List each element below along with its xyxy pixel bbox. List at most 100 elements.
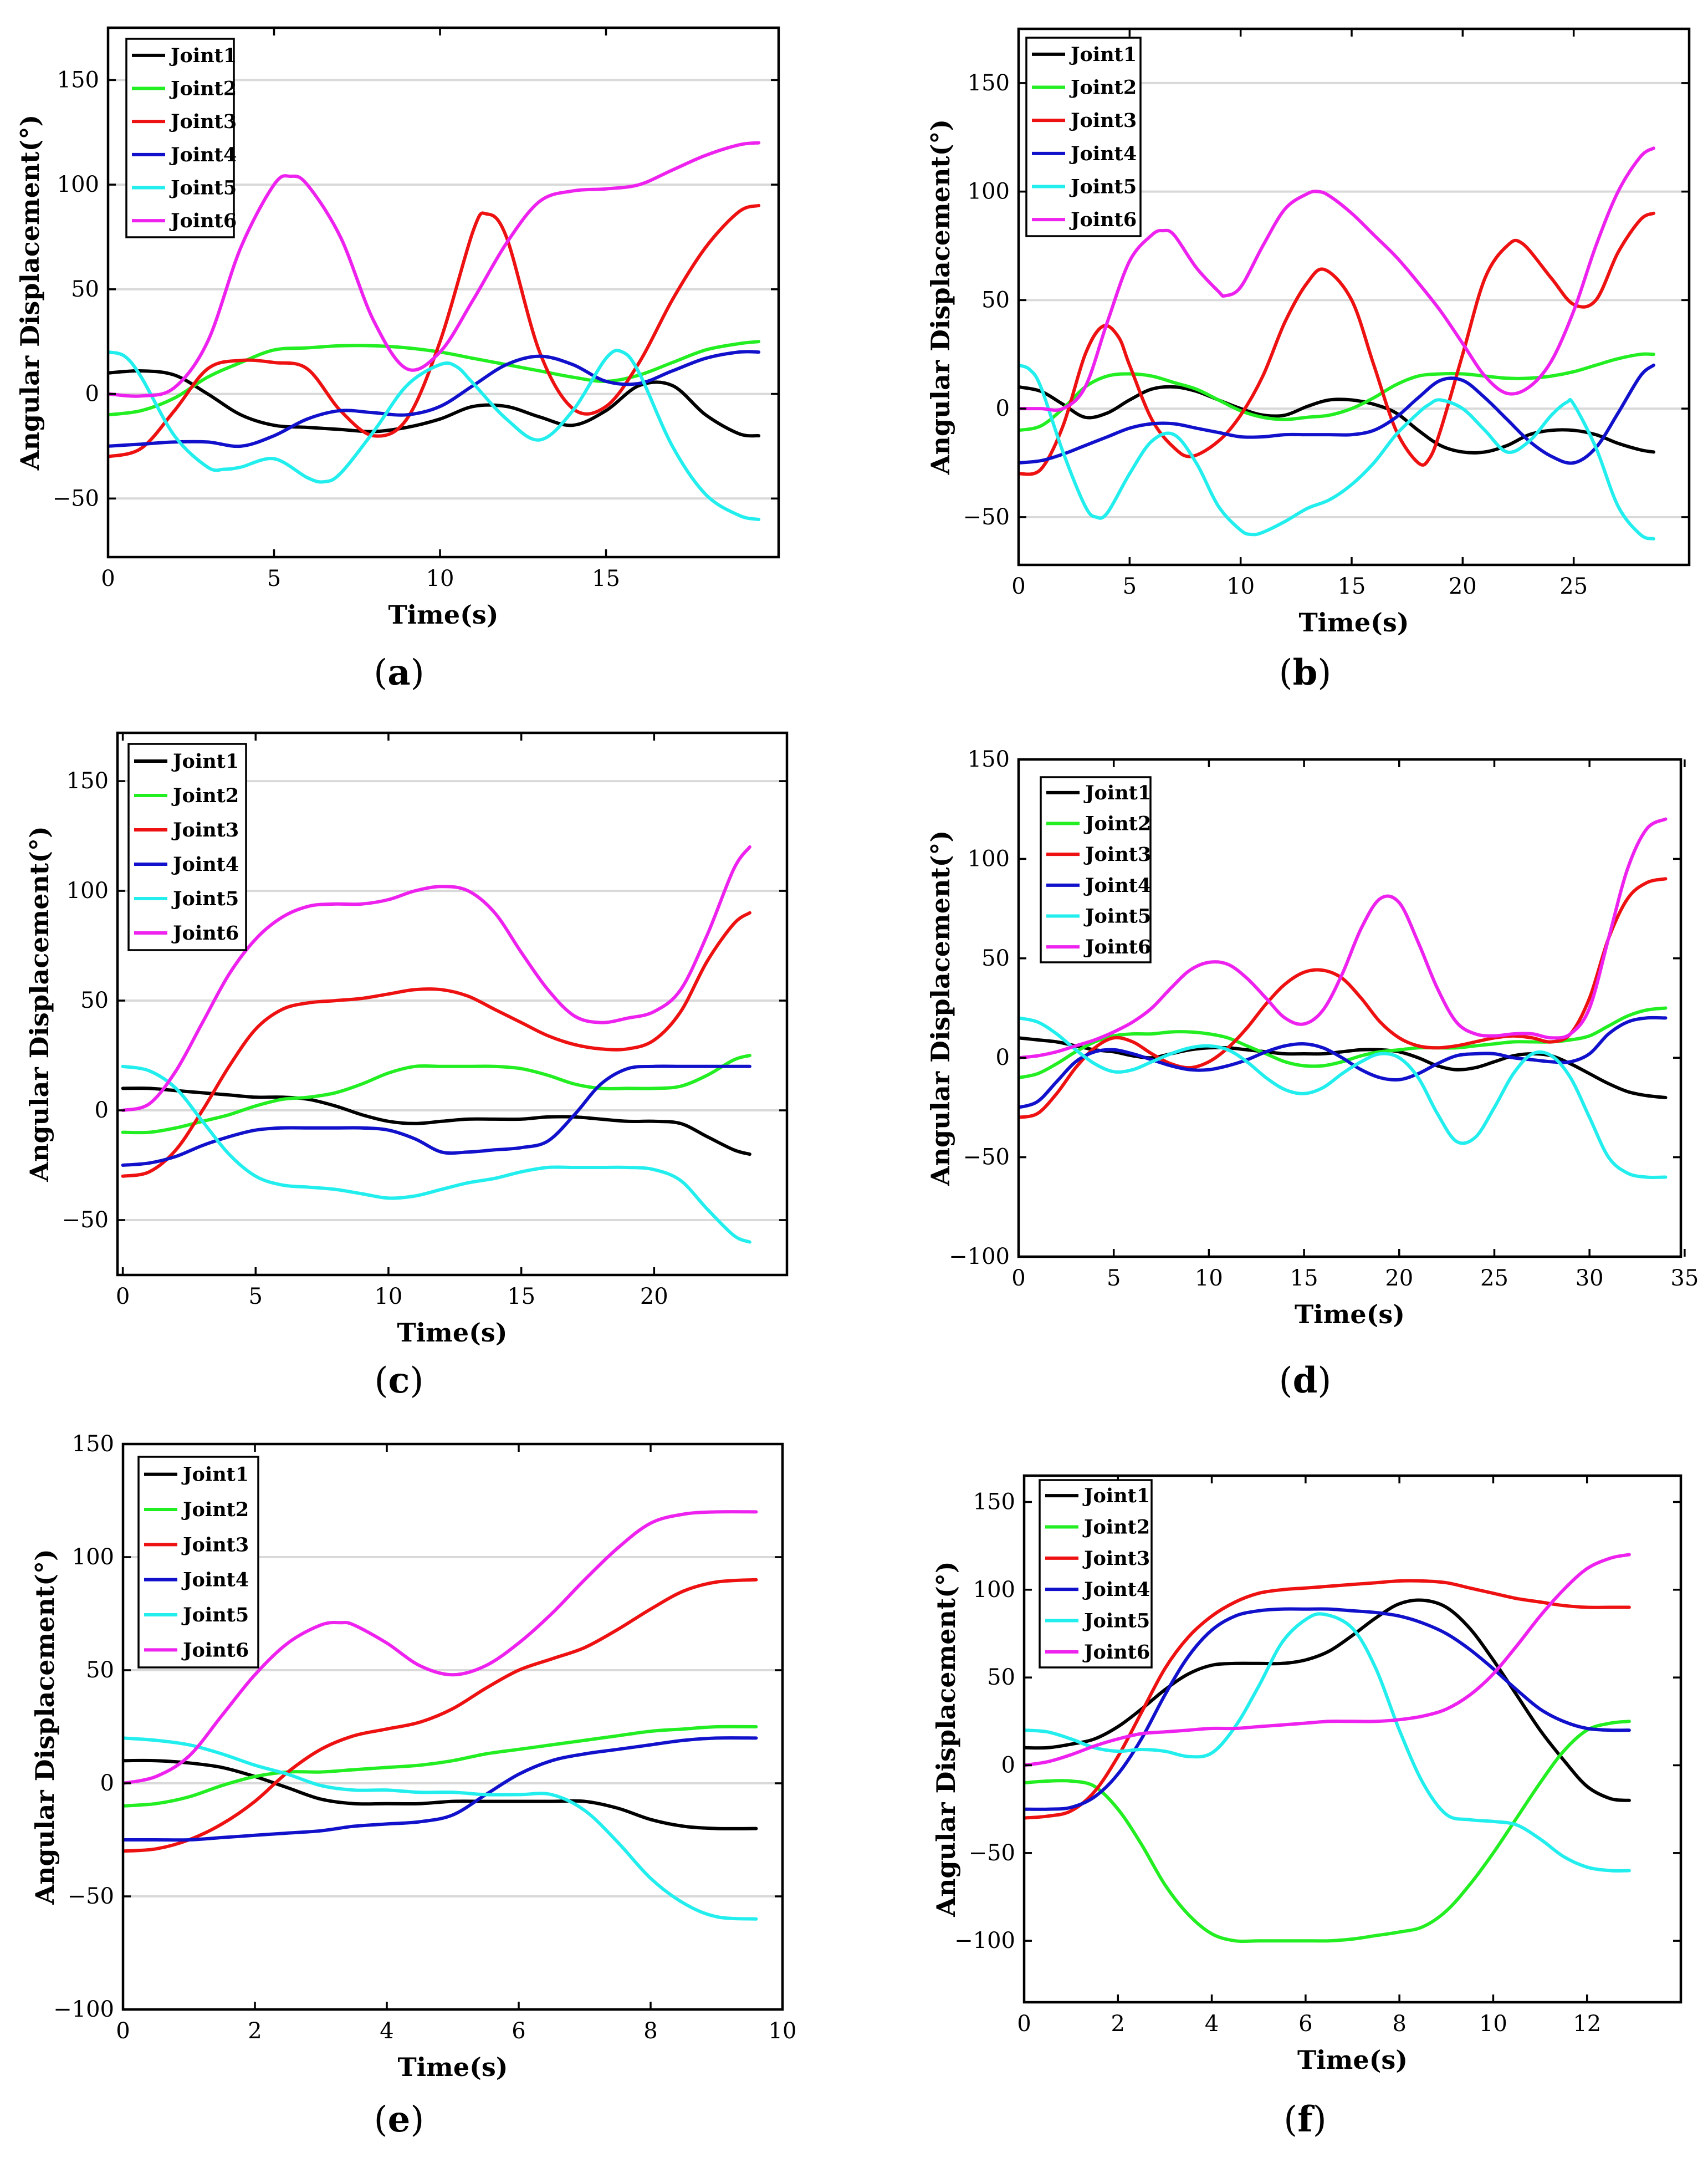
series-line-joint5 — [108, 349, 761, 522]
legend-label-joint1: Joint1 — [181, 1463, 249, 1486]
y-tick-label: 150 — [968, 70, 1010, 96]
x-axis-label: Time(s) — [397, 2052, 508, 2082]
series-line-joint5 — [123, 1736, 758, 1921]
x-tick-label: 8 — [1392, 2011, 1406, 2037]
series-line-joint4 — [108, 350, 761, 448]
series-line-joint3 — [108, 203, 761, 458]
panel-caption: (f) — [1283, 2099, 1326, 2140]
x-tick-label: 0 — [1011, 1266, 1025, 1291]
x-axis-label: Time(s) — [1298, 608, 1409, 637]
y-tick-label: −50 — [62, 1207, 109, 1233]
series-line-joint6 — [1019, 146, 1655, 412]
legend-label-joint2: Joint2 — [181, 1498, 249, 1521]
legend-label-joint3: Joint3 — [1069, 109, 1137, 132]
legend: Joint1 Joint2 Joint3 Joint4 Joint5 Joint6 — [1040, 776, 1152, 963]
x-tick-label: 20 — [1385, 1266, 1413, 1291]
legend-label-joint6: Joint6 — [1082, 1641, 1150, 1664]
y-tick-label: 100 — [973, 1577, 1015, 1603]
legend-label-joint5: Joint5 — [181, 1604, 249, 1626]
legend: Joint1 Joint2 Joint3 Joint4 Joint5 Joint6 — [1039, 1479, 1153, 1669]
panel-caption: (c) — [375, 1360, 424, 1401]
x-tick-label: 10 — [1195, 1266, 1223, 1291]
series-line-joint2 — [1024, 1720, 1631, 1943]
legend-box — [1025, 37, 1142, 237]
series-line-joint1 — [123, 1758, 758, 1830]
chart-panel-b: −50 0 50 100 150 0 5 10 15 20 25 Time(s) Angular Dis… — [925, 27, 1691, 693]
y-tick-label: −100 — [53, 1997, 114, 2022]
y-axis-label: Angular Displacement(°) — [931, 1561, 961, 1917]
panel-caption: (e) — [374, 2099, 425, 2140]
series-line-joint4 — [121, 1064, 751, 1167]
x-tick-label: 0 — [116, 1284, 130, 1309]
chart-panel-e: −100 −50 0 50 100 150 0 2 4 6 8 10 Time(s) Angular Di… — [30, 1431, 796, 2140]
series-line-joint1 — [121, 1086, 751, 1156]
series-line-joint2 — [1019, 352, 1655, 432]
y-tick-label: −50 — [969, 1840, 1015, 1866]
series-line-joint3 — [1024, 1579, 1631, 1820]
y-tick-label: 100 — [67, 878, 109, 904]
y-tick-label: 100 — [968, 179, 1010, 205]
y-axis-label: Angular Displacement(°) — [925, 830, 955, 1186]
plot-frame — [121, 1442, 784, 2011]
y-axis-label: Angular Displacement(°) — [30, 1549, 60, 1905]
chart-panel-f: −100 −50 0 50 100 150 0 2 4 6 8 10 12 Time(s) Angular … — [931, 1474, 1683, 2140]
legend-label-joint3: Joint3 — [181, 1533, 249, 1556]
x-tick-label: 5 — [1107, 1266, 1121, 1291]
series-line-joint5 — [1024, 1612, 1631, 1873]
series-line-joint6 — [121, 845, 751, 1112]
y-tick-label: 150 — [67, 768, 109, 794]
series-line-joint4 — [123, 1736, 758, 1842]
legend-label-joint2: Joint2 — [171, 784, 239, 807]
legend: Joint1 Joint2 Joint3 Joint4 Joint5 Joint6 — [127, 743, 247, 951]
x-tick-label: 15 — [507, 1284, 535, 1309]
legend-label-joint4: Joint4 — [181, 1569, 249, 1591]
plot-frame — [1017, 758, 1683, 1258]
x-tick-label: 5 — [249, 1284, 263, 1309]
y-tick-label: 50 — [987, 1665, 1015, 1690]
legend-label-joint5: Joint5 — [1083, 905, 1151, 928]
series-line-joint6 — [123, 1510, 758, 1785]
x-tick-label: 10 — [769, 2018, 797, 2044]
y-tick-label: 50 — [80, 988, 109, 1013]
legend-label-joint4: Joint4 — [1082, 1578, 1150, 1601]
series-line-joint5 — [1019, 363, 1655, 540]
legend-label-joint1: Joint1 — [1083, 782, 1151, 804]
legend-label-joint3: Joint3 — [1082, 1547, 1150, 1570]
y-tick-label: 0 — [85, 381, 99, 407]
x-axis-label: Time(s) — [397, 1318, 507, 1348]
legend-label-joint6: Joint6 — [171, 922, 239, 945]
legend-label-joint2: Joint2 — [1082, 1516, 1150, 1539]
x-tick-label: 5 — [1123, 574, 1137, 599]
legend: Joint1 Joint2 Joint3 Joint4 Joint5 Joint6 — [1025, 37, 1142, 237]
y-tick-label: 0 — [100, 1771, 114, 1796]
x-tick-label: 15 — [1338, 574, 1366, 599]
y-axis-label: Angular Displacement(°) — [15, 115, 45, 471]
legend-box — [127, 743, 247, 951]
x-tick-label: 4 — [1205, 2011, 1219, 2037]
panel-caption: (b) — [1279, 652, 1332, 693]
series-line-joint3 — [123, 1578, 758, 1853]
legend-label-joint6: Joint6 — [169, 210, 237, 232]
x-tick-label: 6 — [512, 2018, 525, 2044]
y-tick-label: −100 — [949, 1244, 1010, 1269]
legend-label-joint5: Joint5 — [1082, 1610, 1150, 1633]
legend: Joint1 Joint2 Joint3 Joint4 Joint5 Joint6 — [125, 38, 237, 238]
y-tick-label: 150 — [973, 1489, 1015, 1515]
series-line-joint2 — [121, 1054, 751, 1135]
x-tick-label: 12 — [1573, 2011, 1601, 2037]
panel-caption: (d) — [1279, 1360, 1332, 1401]
x-tick-label: 10 — [1479, 2011, 1507, 2037]
legend-label-joint4: Joint4 — [169, 144, 237, 166]
x-axis-label: Time(s) — [1295, 1299, 1405, 1329]
legend-label-joint3: Joint3 — [171, 819, 239, 841]
y-tick-label: 50 — [981, 287, 1010, 313]
y-tick-label: −50 — [963, 1145, 1010, 1170]
panel-caption: (a) — [374, 652, 424, 693]
y-tick-label: −50 — [68, 1884, 114, 1909]
x-tick-label: 6 — [1298, 2011, 1312, 2037]
y-tick-label: 100 — [57, 172, 99, 197]
x-tick-label: 25 — [1480, 1266, 1508, 1291]
legend-label-joint1: Joint1 — [169, 44, 237, 67]
x-tick-label: 0 — [116, 2018, 130, 2044]
